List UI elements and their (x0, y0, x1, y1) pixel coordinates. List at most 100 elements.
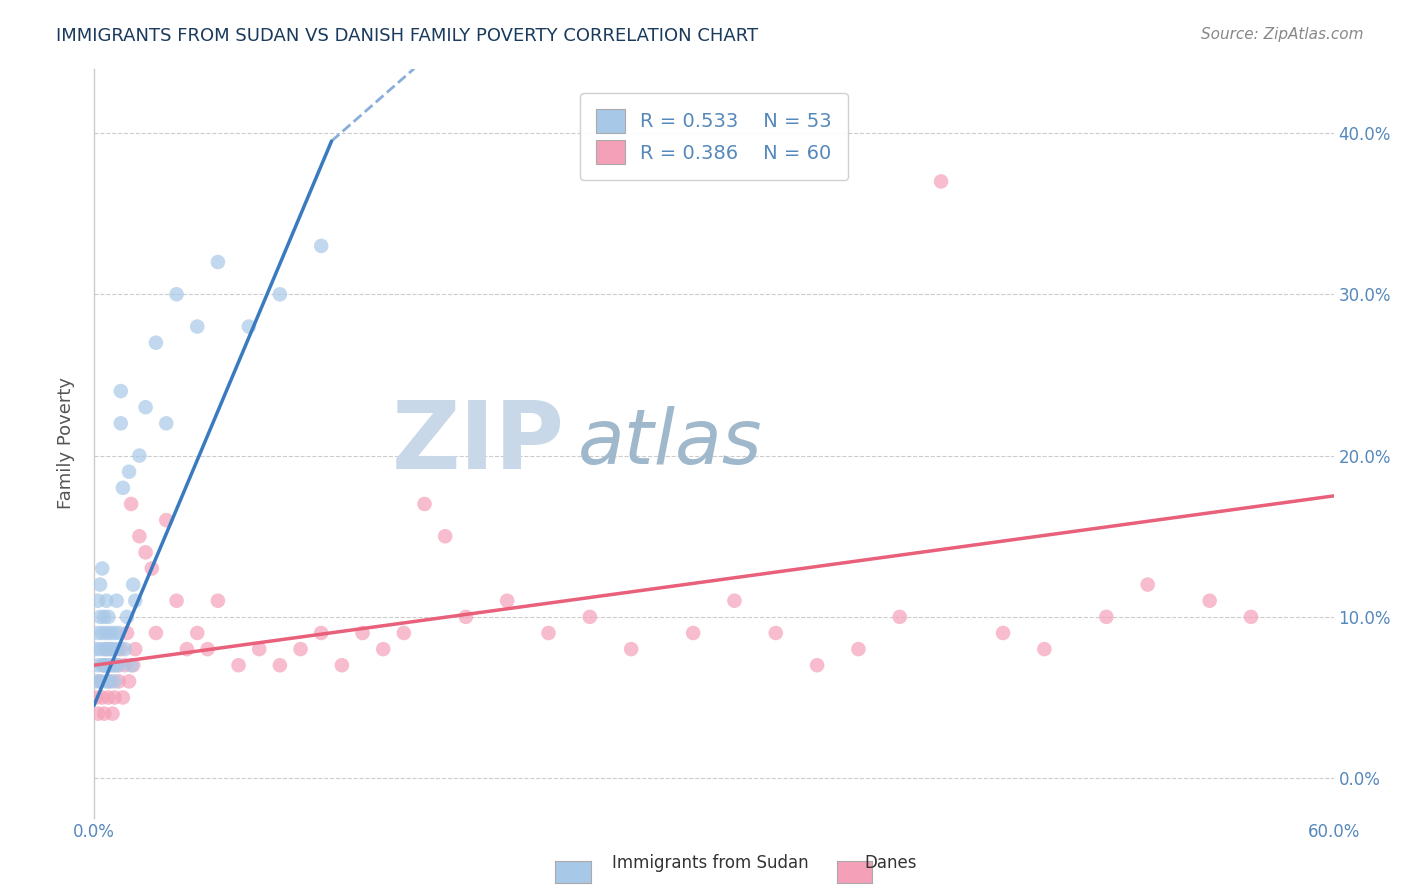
Point (115, 610, 138, 624)
Point (91, 626, 114, 640)
Point (93, 658, 115, 673)
Point (93, 658, 115, 673)
Text: Danes: Danes (865, 855, 917, 872)
Point (105, 658, 128, 673)
Point (101, 642, 124, 657)
Point (84, 690, 107, 705)
Legend: R = 0.533    N = 53, R = 0.386    N = 60: R = 0.533 N = 53, R = 0.386 N = 60 (581, 94, 848, 179)
Point (166, 593, 188, 607)
Point (84, 642, 107, 657)
Point (1095, 610, 1118, 624)
Point (105, 642, 128, 657)
Point (101, 658, 124, 673)
Point (104, 658, 127, 673)
Point (122, 577, 145, 591)
Point (91, 690, 114, 705)
Point (155, 513, 177, 527)
Text: IMMIGRANTS FROM SUDAN VS DANISH FAMILY POVERTY CORRELATION CHART: IMMIGRANTS FROM SUDAN VS DANISH FAMILY P… (56, 27, 758, 45)
Point (84, 674, 107, 689)
Point (496, 593, 519, 607)
Point (89, 674, 111, 689)
Point (93, 610, 115, 624)
Point (115, 626, 138, 640)
Text: Source: ZipAtlas.com: Source: ZipAtlas.com (1201, 27, 1364, 42)
Point (100, 674, 122, 689)
Point (238, 319, 260, 334)
Point (848, 642, 870, 657)
Point (120, 497, 142, 511)
Point (97, 674, 120, 689)
Point (120, 658, 142, 673)
Point (1033, 642, 1056, 657)
Point (111, 690, 134, 705)
Point (269, 658, 291, 673)
Point (392, 626, 415, 640)
Point (929, 174, 952, 188)
Point (124, 593, 146, 607)
Point (118, 674, 141, 689)
Point (413, 497, 436, 511)
Point (145, 626, 167, 640)
Point (889, 610, 911, 624)
Point (723, 593, 745, 607)
Point (128, 529, 150, 543)
Point (122, 658, 145, 673)
Point (309, 239, 332, 253)
Point (765, 626, 787, 640)
Point (107, 658, 129, 673)
Point (105, 593, 128, 607)
Point (97, 690, 120, 705)
Point (128, 449, 150, 463)
Point (197, 642, 219, 657)
Point (107, 626, 129, 640)
Point (97, 642, 120, 657)
Point (87, 626, 110, 640)
Text: atlas: atlas (578, 407, 762, 481)
Point (87, 658, 110, 673)
Point (110, 417, 132, 431)
Point (100, 642, 122, 657)
Point (682, 626, 704, 640)
Point (309, 626, 332, 640)
Point (352, 626, 374, 640)
Point (537, 626, 560, 640)
Text: ZIP: ZIP (392, 398, 565, 490)
Point (107, 674, 129, 689)
Point (89, 610, 111, 624)
Point (141, 561, 163, 575)
Point (269, 287, 291, 301)
Point (93, 706, 115, 721)
Point (373, 642, 395, 657)
Point (97, 610, 120, 624)
Point (114, 642, 136, 657)
Point (87, 593, 110, 607)
Point (135, 401, 157, 415)
Point (111, 481, 134, 495)
Point (100, 658, 122, 673)
Point (96, 593, 118, 607)
Point (96, 642, 118, 657)
Point (135, 545, 157, 559)
Point (186, 319, 208, 334)
Point (89, 577, 111, 591)
Point (91, 658, 114, 673)
Point (93, 642, 115, 657)
Point (991, 626, 1014, 640)
Point (118, 465, 141, 479)
Point (1240, 610, 1263, 624)
Point (247, 642, 270, 657)
Point (104, 626, 127, 640)
Point (1136, 577, 1159, 591)
Point (114, 658, 136, 673)
Point (89, 642, 111, 657)
Point (207, 593, 229, 607)
Point (155, 417, 177, 431)
Point (110, 642, 132, 657)
Point (434, 529, 457, 543)
Point (101, 706, 124, 721)
Point (228, 658, 250, 673)
Point (96, 658, 118, 673)
Point (166, 287, 188, 301)
Point (290, 642, 312, 657)
Point (91, 561, 114, 575)
